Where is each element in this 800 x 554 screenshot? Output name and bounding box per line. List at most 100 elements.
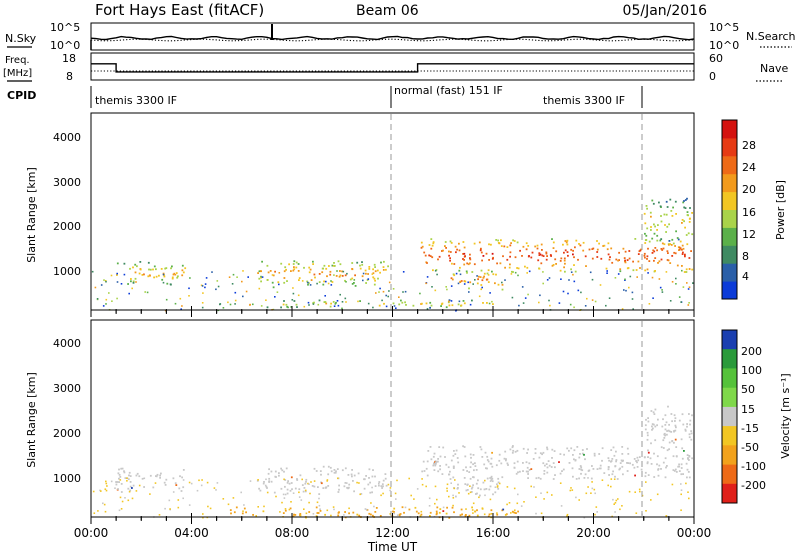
velocity-cell [241,512,244,515]
velocity-cell [155,475,157,477]
power-cell [476,282,479,285]
velocity-cell [514,450,517,453]
power-cell [670,210,673,212]
power-colorbar [722,120,737,300]
power-speckle [308,304,310,306]
power-speckle [647,272,649,274]
velocity-cell [267,472,270,475]
power-cell [662,247,665,250]
power-speckle [514,271,517,274]
velocity-speckle [688,497,690,500]
power-cell [293,266,295,268]
power-speckle [333,274,335,276]
velocity-speckle [656,493,659,496]
velocity-cell [299,474,302,477]
velocity-cell [178,487,181,490]
velocity-cell [156,473,159,476]
velocity-cell [559,453,562,455]
velocity-cell [573,449,576,452]
velocity-speckle [135,490,138,492]
velocity-cell [448,517,451,519]
power-speckle [189,277,191,279]
velocity-cell [601,459,603,462]
velocity-cell [647,451,650,454]
velocity-speckle [105,489,108,492]
power-speckle [278,283,280,286]
power-cbar-tick-28: 28 [742,139,756,152]
velocity-speckle [394,492,397,495]
power-cell [500,239,502,242]
power-cell [444,245,446,247]
velocity-cell [688,436,691,439]
power-cell [572,249,574,252]
velocity-cell [469,477,472,480]
velocity-speckle [410,494,412,497]
power-cell [149,268,152,271]
velocity-cell [522,462,524,464]
power-speckle [301,280,304,282]
power-speckle [336,300,339,302]
velocity-cell [259,489,262,492]
velocity-speckle [292,492,295,494]
velocity-cell [266,487,268,489]
velocity-cell [668,423,670,426]
velocity-cell [680,463,683,466]
velocity-speckle [305,517,307,519]
vel-cbar-swatch [722,387,737,408]
velocity-cell [682,423,685,426]
velocity-cell [612,446,615,449]
power-cell [335,275,338,277]
velocity-speckle [621,505,623,507]
velocity-speckle [446,487,448,490]
power-cell [679,247,682,250]
velocity-cell [608,474,610,476]
power-cell [308,271,311,274]
velocity-cell [368,468,371,471]
power-cell [497,239,499,242]
velocity-cell [476,514,479,517]
power-cell [691,268,694,271]
velocity-speckle [472,512,474,514]
velocity-cell [515,472,518,475]
power-speckle [478,295,481,298]
velocity-cell [117,488,119,490]
power-speckle [467,281,469,284]
power-cell [364,269,367,272]
power-speckle [201,285,204,287]
velocity-cell [543,470,546,472]
velocity-cell [330,470,333,473]
power-speckle [671,281,674,283]
power-speckle [669,300,672,302]
power-cell [646,258,648,260]
velocity-speckle [389,489,391,492]
power-speckle [589,271,592,274]
velocity-speckle [263,505,265,508]
power-cell [430,304,433,307]
power-cell [608,258,611,261]
power-cell [675,213,677,215]
power-cell [596,256,599,258]
power-cell [579,244,582,247]
power-cell [651,252,654,254]
power-speckle [686,282,688,284]
velocity-cell [487,460,490,463]
power-cell [274,270,276,273]
velocity-speckle [680,483,682,485]
velocity-speckle [337,477,339,480]
power-speckle [232,273,235,276]
power-cell [269,270,272,272]
power-cell [321,271,324,274]
power-cell [499,262,502,265]
velocity-cell [123,471,126,474]
velocity-cell [427,450,430,452]
power-cell [564,249,567,252]
vel-cbar-swatch [722,330,737,350]
velocity-cell [280,487,283,490]
velocity-cell [688,455,691,457]
velocity-cell [674,417,677,420]
velocity-cell [513,466,516,469]
power-cell [689,207,691,209]
velocity-cell [668,448,670,451]
velocity-cell [119,476,122,478]
power-cell [368,268,371,270]
